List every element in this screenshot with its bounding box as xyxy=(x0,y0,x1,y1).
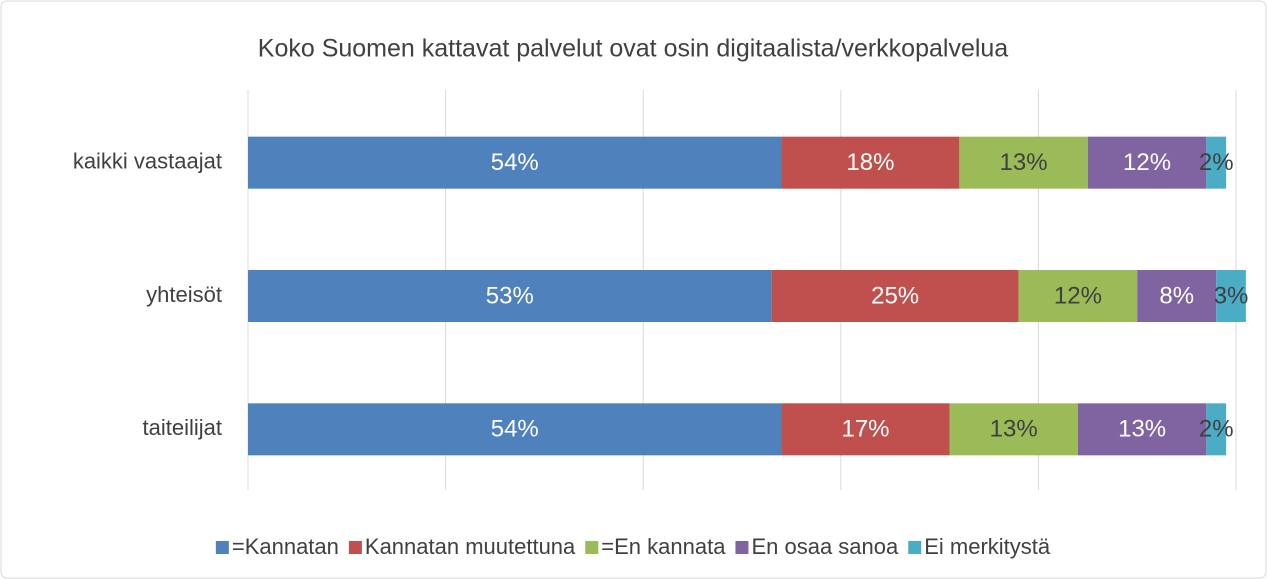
y-tick-label: kaikki vastaajat xyxy=(73,148,222,173)
legend-swatch xyxy=(908,541,922,554)
bar-segment xyxy=(1087,136,1207,189)
y-tick-label: yhteisöt xyxy=(146,282,222,307)
bar-segment xyxy=(949,403,1078,456)
data-label: 8% xyxy=(1159,282,1194,309)
data-label: 3% xyxy=(1214,282,1249,309)
data-label: 54% xyxy=(491,149,539,176)
bar-segment xyxy=(248,270,772,322)
y-tick-label: taiteilijat xyxy=(143,415,222,440)
data-label: 13% xyxy=(990,416,1038,443)
legend-label: En osaa sanoa xyxy=(751,534,899,559)
bar-segment xyxy=(771,270,1019,322)
bar-segment xyxy=(248,136,782,189)
legend-label: =En kannata xyxy=(601,534,726,559)
data-label: 17% xyxy=(841,416,889,443)
bar-segment xyxy=(1216,270,1246,322)
data-label: 13% xyxy=(1118,416,1166,443)
legend-label: Ei merkitystä xyxy=(924,534,1051,559)
bar-segment xyxy=(781,136,960,189)
data-label: 12% xyxy=(1123,149,1171,176)
bar-segment xyxy=(248,403,782,456)
data-label: 2% xyxy=(1199,149,1234,176)
data-label: 13% xyxy=(1000,149,1048,176)
bar-segment xyxy=(959,136,1088,189)
legend-label: Kannatan muutettuna xyxy=(365,534,576,559)
data-label: 18% xyxy=(846,149,894,176)
legend-swatch xyxy=(735,541,749,554)
legend-swatch xyxy=(348,541,362,554)
chart-title: Koko Suomen kattavat palvelut ovat osin … xyxy=(258,35,1009,63)
bar-segment xyxy=(1137,270,1217,322)
data-label: 54% xyxy=(491,416,539,443)
bar-segment xyxy=(1206,403,1227,456)
legend-swatch xyxy=(215,541,229,554)
bar-segment xyxy=(781,403,950,456)
bar-segment xyxy=(1018,270,1138,322)
bar-segment xyxy=(1077,403,1207,456)
data-label: 2% xyxy=(1199,416,1234,443)
data-label: 53% xyxy=(486,282,534,309)
legend-swatch xyxy=(585,541,599,554)
legend-label: =Kannatan xyxy=(232,534,339,559)
data-label: 25% xyxy=(871,282,919,309)
data-label: 12% xyxy=(1054,282,1102,309)
bar-segment xyxy=(1206,136,1227,189)
